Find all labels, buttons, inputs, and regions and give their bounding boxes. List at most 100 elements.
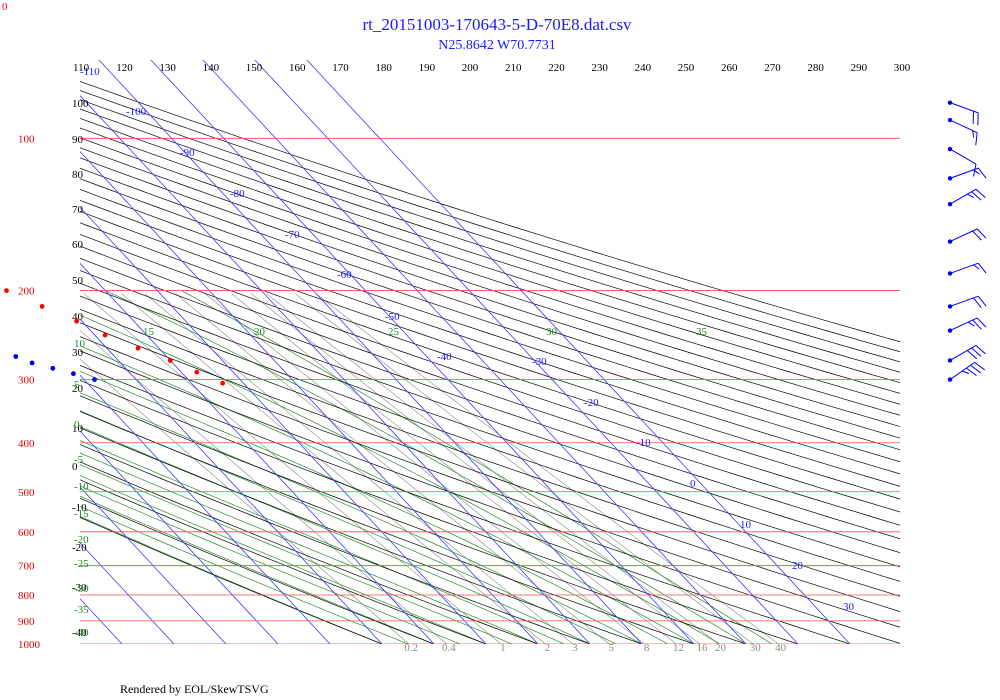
dry-adiabat-line (80, 178, 900, 451)
moist-adiabat-line (80, 392, 643, 644)
dewpoint-point (13, 354, 19, 359)
moist-adiabat-label: -20 (74, 534, 89, 546)
dry-adiabat-top-label: 300 (894, 62, 911, 74)
pressure-label: 400 (18, 438, 35, 450)
moist-adiabat-label: 35 (696, 326, 708, 338)
wind-barb-flag (975, 132, 978, 146)
dry-adiabat-line (80, 257, 900, 540)
dry-adiabat-top-label: 230 (591, 62, 608, 74)
mixing-ratio-label: 8 (644, 642, 650, 654)
mixing-ratio-label: 2 (545, 642, 551, 654)
isotherm-label: -10 (636, 437, 651, 449)
dry-adiabat-line (80, 295, 900, 582)
dry-adiabat-line (80, 157, 900, 427)
isotherm-label: -90 (180, 147, 195, 159)
wind-barb (947, 117, 978, 146)
temperature-point (135, 345, 141, 351)
wind-barb-flag (971, 347, 982, 357)
moist-adiabat-label: 0 (74, 419, 80, 431)
isotherm-line (98, 60, 643, 644)
pressure-label: 900 (18, 616, 35, 628)
moist-adiabat-label: -5 (74, 454, 84, 466)
dry-adiabat-top-label: 260 (721, 62, 738, 74)
grid-labels: 0.2 0.4 1 2 3 5 8 12 16 20 30 401002003004005006007… (18, 62, 911, 654)
dry-adiabat-line (80, 516, 383, 644)
wind-barb-flag (976, 317, 987, 328)
wind-barb-flag (972, 230, 982, 241)
chart-title: rt_20151003-170643-5-D-70E8.dat.csv (362, 15, 632, 34)
dry-adiabat-line (80, 282, 900, 568)
moist-adiabat-line (80, 485, 461, 644)
isotherm-label: 20 (792, 560, 804, 572)
dry-adiabat-line (80, 167, 900, 439)
dry-adiabat-top-label: 210 (505, 62, 522, 74)
dry-adiabat-left-label: 0 (72, 461, 78, 473)
dewpoint-point (71, 371, 76, 377)
dry-adiabat-line (80, 461, 539, 644)
dry-adiabat-line (80, 322, 900, 612)
pressure-label: 800 (18, 590, 35, 602)
moist-adiabat-label: -30 (74, 583, 89, 595)
dry-adiabat-left-label: 30 (72, 347, 84, 359)
dewpoint-point (29, 360, 35, 366)
chart-subtitle: N25.8642 W70.7731 (438, 38, 556, 53)
moist-adiabat-label: 5 (74, 379, 80, 391)
wind-barb-flag (976, 228, 987, 239)
dry-adiabat-top-label: 160 (289, 62, 306, 74)
moist-adiabat-label: 30 (546, 326, 558, 338)
isotherm-label: -110 (80, 66, 100, 78)
isotherm-line (80, 206, 487, 644)
wind-barb (947, 188, 986, 207)
moist-adiabat-line (80, 516, 383, 644)
temperature-point (194, 369, 200, 375)
dry-adiabat-line (80, 245, 900, 526)
wind-barb-flag (967, 193, 975, 198)
isotherm-line (80, 318, 383, 644)
isotherm-line (0, 60, 18, 644)
dry-adiabat-top-label: 240 (635, 62, 652, 74)
pressure-label: 700 (18, 561, 35, 573)
isotherm-label: 10 (740, 519, 752, 531)
pressure-label: 1000 (18, 639, 41, 651)
isotherm-line (80, 150, 539, 644)
mixing-ratio-label: 30 (750, 642, 762, 654)
pressure-label: 100 (18, 133, 35, 145)
wind-barb-flag (973, 169, 980, 175)
wind-barbs (947, 100, 987, 382)
mixing-ratio-label: 0.4 (442, 642, 456, 654)
mixing-ratio-line (315, 293, 779, 644)
wind-barb-flag (966, 367, 977, 377)
wind-barb (947, 167, 987, 181)
moist-adiabat-label: 10 (74, 338, 86, 350)
dry-adiabat-line (80, 137, 900, 405)
mixing-ratio-line (250, 293, 701, 644)
dry-adiabat-line (80, 270, 900, 554)
wind-barb (947, 361, 986, 382)
mixing-ratio-line (121, 293, 546, 644)
isotherm-line (80, 262, 435, 644)
moist-adiabat-label: -40 (74, 627, 89, 639)
isotherm-label: -40 (437, 351, 452, 363)
mixing-ratio-line (144, 293, 574, 644)
isotherm-label: 0 (690, 478, 696, 490)
wind-barb-flag (975, 188, 986, 199)
mixing-ratio-line (80, 329, 448, 644)
isotherm-line (80, 486, 227, 644)
dry-adiabat-top-label: 190 (419, 62, 436, 74)
mixing-ratio-line (266, 293, 719, 644)
dry-adiabat-line (80, 233, 900, 513)
dewpoint-point (50, 365, 56, 371)
wind-barb-staff (949, 317, 978, 332)
dry-adiabat-top-label: 110 (73, 62, 90, 74)
wind-barb-flag (974, 361, 986, 371)
mixing-ratio-label: 40 (775, 642, 787, 654)
wind-barb-staff (949, 148, 977, 165)
mixing-ratio-label: 16 (696, 642, 708, 654)
dry-adiabat-line (80, 117, 900, 384)
wind-barb-flag (977, 262, 987, 274)
moist-adiabat-label: -25 (74, 558, 89, 570)
temperature-point (4, 288, 9, 293)
dry-adiabat-left-label: -10 (72, 502, 87, 514)
moist-adiabat-label: -10 (74, 481, 89, 493)
dry-adiabat-top-label: 290 (851, 62, 868, 74)
